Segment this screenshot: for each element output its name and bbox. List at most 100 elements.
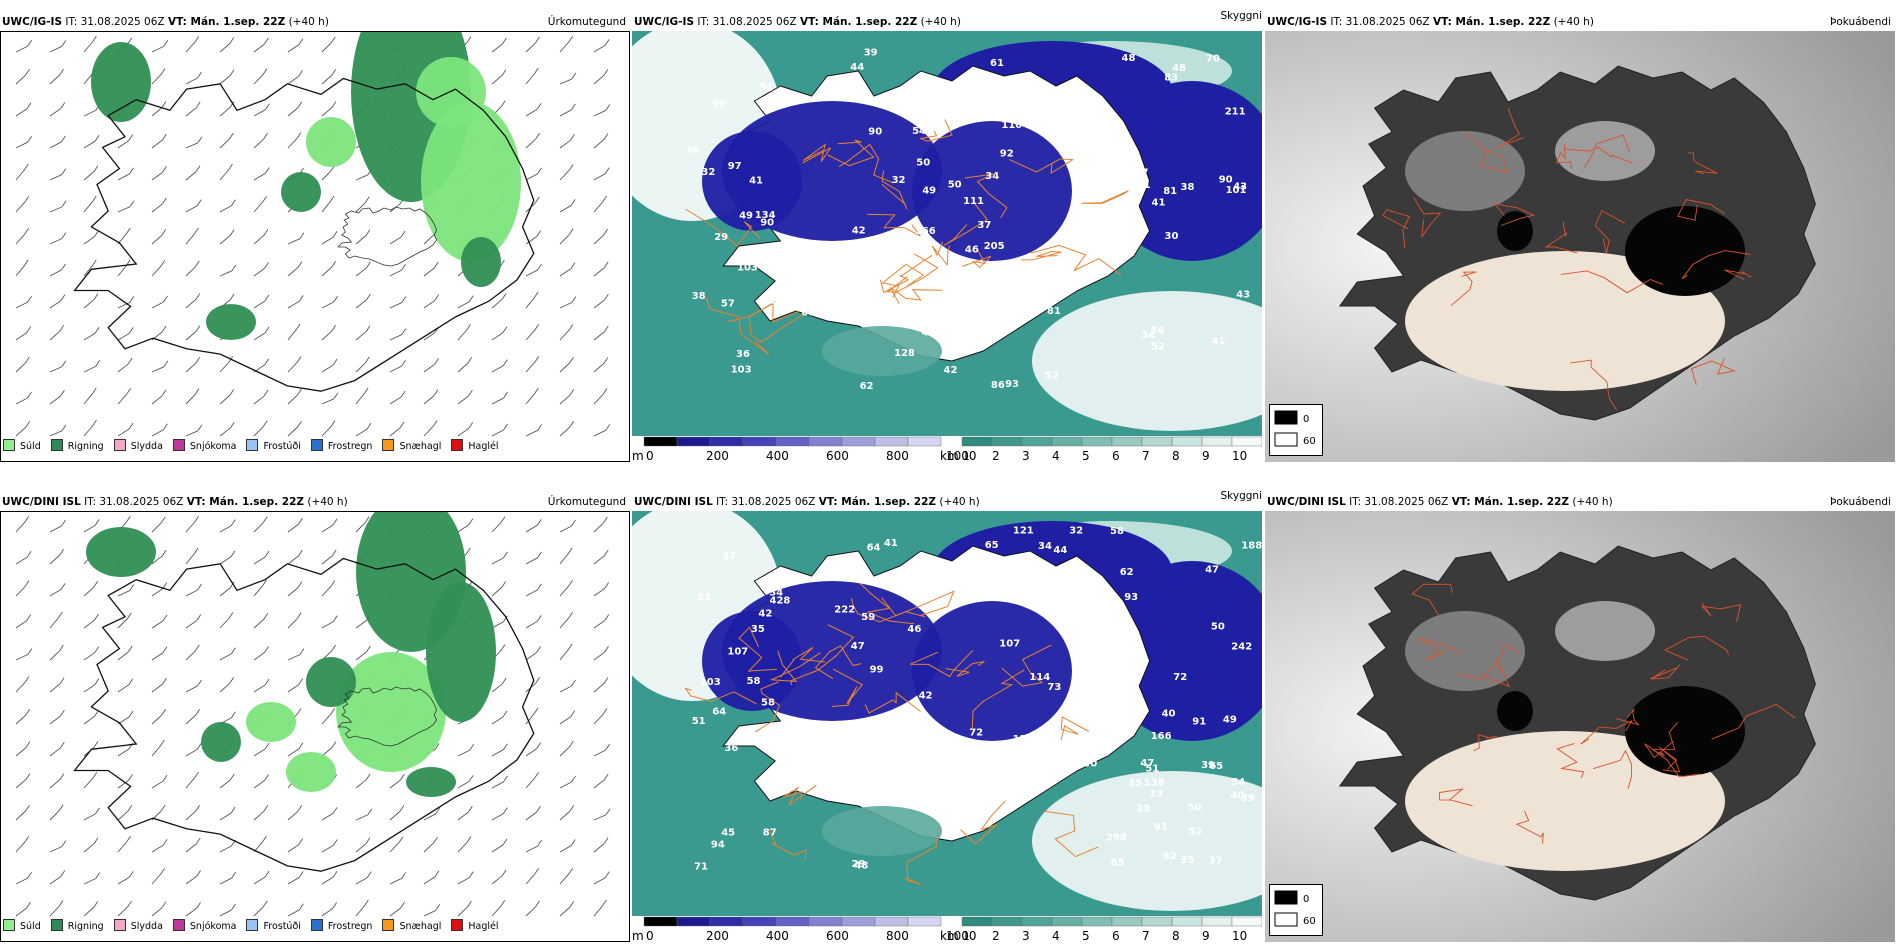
cloudcover-map-canvas (1265, 31, 1895, 462)
scale-bars: m 0 200 400 600 800 1000 km 1 2 3 4 5 6 7 8 9 10 (632, 436, 1263, 463)
cloudbase-value: 157 (837, 558, 858, 569)
legend-swatch (310, 919, 323, 931)
cloudbase-value: 188 (1241, 540, 1262, 551)
visibility-tick: 1 (962, 929, 970, 942)
legend-item: Frostúði (246, 439, 301, 455)
init-time: IT: 31.08.2025 06Z (716, 496, 816, 508)
cloudbase-value: 93 (1124, 592, 1138, 603)
road-network (685, 119, 1129, 355)
legend-item: Rigning (50, 439, 104, 455)
cloudbase-value: 166 (1151, 731, 1172, 742)
cloudbase-value: 89 (906, 82, 920, 93)
cloudcover-map[interactable]: 0 60 (1265, 31, 1895, 462)
cloudbase-value: 90 (760, 217, 774, 228)
cloudbase-value: 50 (1188, 802, 1202, 813)
cloudbase-value: 35 (1180, 855, 1194, 866)
cloudbase-value: 42 (763, 296, 777, 307)
cloudbase-value: 40 (1231, 790, 1245, 801)
init-time: IT: 31.08.2025 06Z (65, 16, 165, 28)
cloudbase-value: 428 (770, 596, 791, 607)
cloudbase-value: 56 (1150, 326, 1164, 337)
legend-swatch-light (1274, 432, 1298, 447)
cloudcover-map-canvas (1265, 511, 1895, 942)
visibility-tick: 1 (962, 449, 970, 462)
cloud-map-canvas: 39 92 101 166 205 134 99 40 29 110 111 103 44 42 86 93 4… (602, 21, 1312, 436)
lead-time: (+40 h) (288, 16, 329, 28)
cloudbase-value: 50 (948, 180, 962, 191)
cloudcover-panel-row2: UWC/DINI ISL IT: 31.08.2025 06Z VT: Mán.… (1265, 494, 1895, 942)
cloudbase-value: 101 (1226, 185, 1247, 196)
legend-label: Haglél (468, 441, 499, 452)
cloudbase-value: 53 (821, 767, 835, 778)
init-time: IT: 31.08.2025 06Z (697, 16, 797, 28)
cloudbase-tick: 0 (646, 449, 654, 462)
cloudcover-legend-label: 0 (1303, 894, 1309, 905)
cloudbase-value: 81 (1163, 186, 1177, 197)
cloudbase-value: 166 (915, 226, 936, 237)
precip-map[interactable]: Súld Rigning Slydda Snjókoma Frostúði Frostre… (0, 0, 630, 462)
legend-swatch-dark (1274, 890, 1298, 905)
legend-label: Súld (20, 441, 41, 452)
legend-item: Slydda (113, 919, 163, 935)
visibility-tick: 5 (1082, 449, 1090, 462)
valid-time: VT: Mán. 1.sep. 22Z (1451, 496, 1569, 508)
model-label: UWC/IG-IS (634, 16, 695, 28)
precip-legend: Súld Rigning Slydda Snjókoma Frostúði Frostre… (3, 919, 509, 935)
valid-time: VT: Mán. 1.sep. 22Z (818, 496, 936, 508)
cloudbase-value: 46 (965, 245, 979, 256)
precip-map-canvas (1, 0, 629, 461)
cloudbase-value: 93 (1005, 379, 1019, 390)
legend-label: Rigning (67, 921, 104, 932)
panel-header: UWC/IG-IS IT: 31.08.2025 06Z VT: Mán. 1.… (1265, 14, 1895, 30)
lead-time: (+40 h) (1572, 496, 1613, 508)
lead-time: (+40 h) (939, 496, 980, 508)
cloudbase-value: 33 (1149, 789, 1163, 800)
cloudbase-value: 44 (1053, 545, 1067, 556)
precip-map[interactable]: Súld Rigning Slydda Snjókoma Frostúði Frostre… (0, 492, 630, 942)
cloudbase-value: 38 (1181, 182, 1195, 193)
cloudcover-legend-label: 0 (1303, 414, 1309, 425)
lead-time: (+40 h) (307, 496, 348, 508)
cloudbase-value: 32 (1069, 526, 1083, 537)
legend-swatch-dark (1274, 410, 1298, 425)
cloudbase-value: 51 (692, 716, 706, 727)
cloudbase-value: 51 (759, 83, 773, 94)
cloudbase-value: 64 (867, 542, 881, 553)
cloudbase-value: 35 (1128, 778, 1142, 789)
panel-header: UWC/DINI ISL IT: 31.08.2025 06Z VT: Mán.… (0, 494, 630, 510)
cloud-map[interactable]: 91 94 222 108 242 50 72 93 47 33 29 91 137 111 57 58 51 4… (602, 501, 1312, 943)
cloud-map[interactable]: 39 92 101 166 205 134 99 40 29 110 111 103 44 42 86 93 4… (602, 21, 1312, 463)
cloudbase-value: 39 (1201, 760, 1215, 771)
glacier-outline (337, 206, 438, 267)
cloudbase-value: 58 (1110, 526, 1124, 537)
legend-item: Súld (3, 919, 41, 935)
legend-swatch (310, 439, 323, 451)
cloudbase-value: 41 (1071, 749, 1085, 760)
cloudbase-value: 86 (991, 380, 1005, 391)
model-label: UWC/IG-IS (2, 16, 63, 28)
cloudbase-value: 67 (801, 307, 815, 318)
init-time: IT: 31.08.2025 06Z (1330, 16, 1430, 28)
cloudbase-value: 104 (944, 800, 965, 811)
cloudbase-value: 29 (714, 232, 728, 243)
coastline (73, 557, 535, 872)
cloudbase-value: 107 (999, 638, 1020, 649)
cloudbase-value: 43 (1233, 182, 1247, 193)
cloudbase-value: 110 (1001, 120, 1022, 131)
cloudbase-value: 52 (1151, 342, 1165, 353)
scale-bars: m 0 200 400 600 800 1000 km 1 2 3 4 5 6 7 8 9 10 (632, 916, 1263, 943)
cloudcover-map[interactable]: 0 60 (1265, 511, 1895, 942)
legend-item: Frostregn (310, 919, 372, 935)
cloudbase-value: 48 (1172, 63, 1186, 74)
legend-item: Snjókoma (172, 919, 236, 935)
cloudbase-tick: 200 (706, 929, 729, 942)
legend-swatch (113, 919, 126, 931)
cloudbase-value: 71 (694, 862, 708, 873)
cloudbase-value: 50 (1098, 728, 1112, 739)
cloudbase-value: 242 (1231, 642, 1252, 653)
cloudbase-value: 51 (1145, 764, 1159, 775)
precip-areas (86, 492, 496, 797)
legend-swatch (3, 439, 15, 451)
cloudbase-value: 64 (712, 707, 726, 718)
legend-item: Rigning (50, 919, 104, 935)
